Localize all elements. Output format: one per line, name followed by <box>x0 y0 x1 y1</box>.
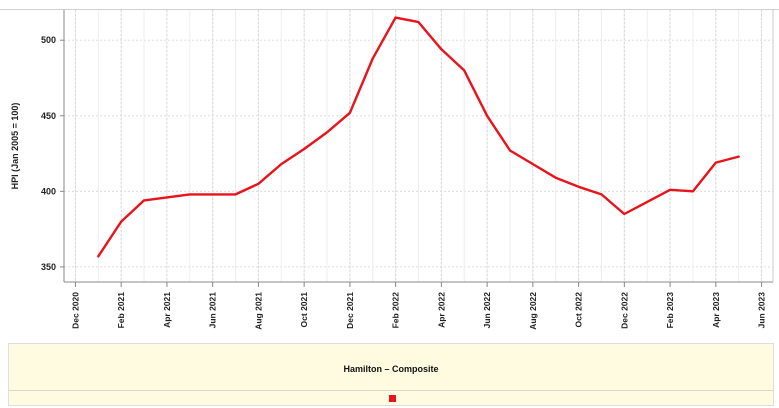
data-point <box>486 114 489 117</box>
data-point <box>600 193 603 196</box>
x-tick-label: Oct 2022 <box>574 292 584 328</box>
data-point <box>97 255 100 258</box>
data-point <box>669 188 671 191</box>
x-tick-label: Aug 2022 <box>528 292 538 330</box>
x-tick-label: Dec 2022 <box>619 292 629 329</box>
y-tick-label: 500 <box>41 35 56 45</box>
data-point <box>714 161 717 164</box>
x-tick-label: Oct 2021 <box>299 292 309 328</box>
axis-layer <box>60 10 774 287</box>
x-tick-label: Feb 2021 <box>116 292 126 329</box>
line-chart: 350 400 450 500 Dec 2020 Feb 2021 Apr 2021 Jun … <box>10 10 774 330</box>
x-tick-label: Jun 2023 <box>757 292 767 329</box>
data-point <box>143 199 145 202</box>
data-point <box>120 220 123 223</box>
x-tick-label: Feb 2023 <box>665 292 675 329</box>
data-point <box>257 182 260 185</box>
y-tick-label: 350 <box>41 262 56 272</box>
data-point <box>188 193 191 196</box>
data-point <box>326 131 328 134</box>
data-point <box>394 16 397 19</box>
data-point <box>440 48 443 51</box>
label-layer: 350 400 450 500 Dec 2020 Feb 2021 Apr 2021 Jun … <box>10 35 767 330</box>
data-point <box>737 155 740 158</box>
data-point <box>348 111 351 114</box>
data-point <box>509 149 511 152</box>
data-point <box>417 21 420 23</box>
legend-divider <box>9 390 773 391</box>
x-tick-label: Dec 2020 <box>70 292 80 329</box>
data-point <box>646 201 649 203</box>
data-point <box>280 163 283 166</box>
data-point <box>531 163 534 166</box>
x-tick-label: Feb 2022 <box>391 292 401 329</box>
data-point <box>371 57 374 60</box>
y-axis-label: HPI (Jan 2005 = 100) <box>10 103 20 190</box>
top-border <box>0 9 779 10</box>
series-layer <box>97 16 740 258</box>
data-point <box>463 69 466 72</box>
legend-panel: Hamilton – Composite <box>8 343 774 406</box>
data-point <box>623 213 626 215</box>
grid-layer <box>64 10 773 282</box>
x-tick-label: Apr 2023 <box>711 292 721 328</box>
y-tick-label: 400 <box>41 186 56 196</box>
legend-swatch <box>389 395 396 402</box>
data-point <box>166 196 168 199</box>
data-point <box>554 176 557 179</box>
x-tick-label: Apr 2021 <box>162 292 172 328</box>
x-tick-label: Jun 2022 <box>482 292 492 329</box>
data-point <box>577 185 580 188</box>
data-point <box>234 193 237 196</box>
x-tick-label: Jun 2021 <box>208 292 218 329</box>
data-point <box>303 148 306 150</box>
x-tick-label: Dec 2021 <box>345 292 355 329</box>
y-tick-label: 450 <box>41 111 56 121</box>
data-point <box>211 193 214 196</box>
x-tick-label: Apr 2022 <box>436 292 446 328</box>
x-tick-label: Aug 2021 <box>253 292 263 330</box>
legend-series-name: Hamilton – Composite <box>343 364 439 374</box>
data-point <box>692 190 694 193</box>
